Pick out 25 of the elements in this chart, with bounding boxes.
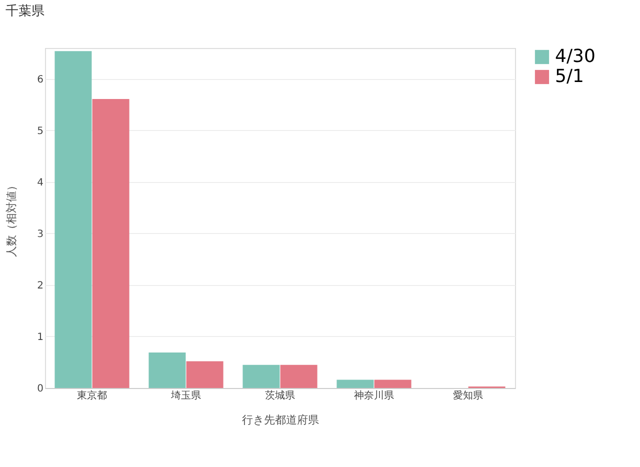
x-tick-label: 神奈川県 xyxy=(354,390,394,402)
y-tick-label: 5 xyxy=(37,126,44,137)
x-tick-label: 埼玉県 xyxy=(170,390,201,402)
legend-label: 4/30 xyxy=(555,46,596,67)
chart-title: 千葉県 xyxy=(6,4,45,19)
bar xyxy=(92,99,130,388)
x-tick-label: 東京都 xyxy=(77,390,107,402)
bar xyxy=(242,364,280,388)
x-tick-label: 愛知県 xyxy=(453,390,483,402)
y-tick-label: 4 xyxy=(37,177,44,188)
bar xyxy=(374,380,412,388)
y-tick-label: 6 xyxy=(37,74,44,86)
bar xyxy=(148,352,186,388)
legend-label: 5/1 xyxy=(555,66,584,87)
y-axis-title: 人数（相対値） xyxy=(5,180,18,257)
bar xyxy=(280,364,318,388)
x-axis-title: 行き先都道府県 xyxy=(242,414,319,426)
x-tick-label: 茨城県 xyxy=(265,390,295,402)
bar xyxy=(186,361,224,388)
y-tick-label: 3 xyxy=(37,228,44,240)
y-tick-label: 2 xyxy=(37,280,44,292)
y-tick-label: 1 xyxy=(37,332,44,343)
bar xyxy=(336,380,374,388)
bar xyxy=(54,51,92,388)
y-tick-label: 0 xyxy=(37,384,44,394)
